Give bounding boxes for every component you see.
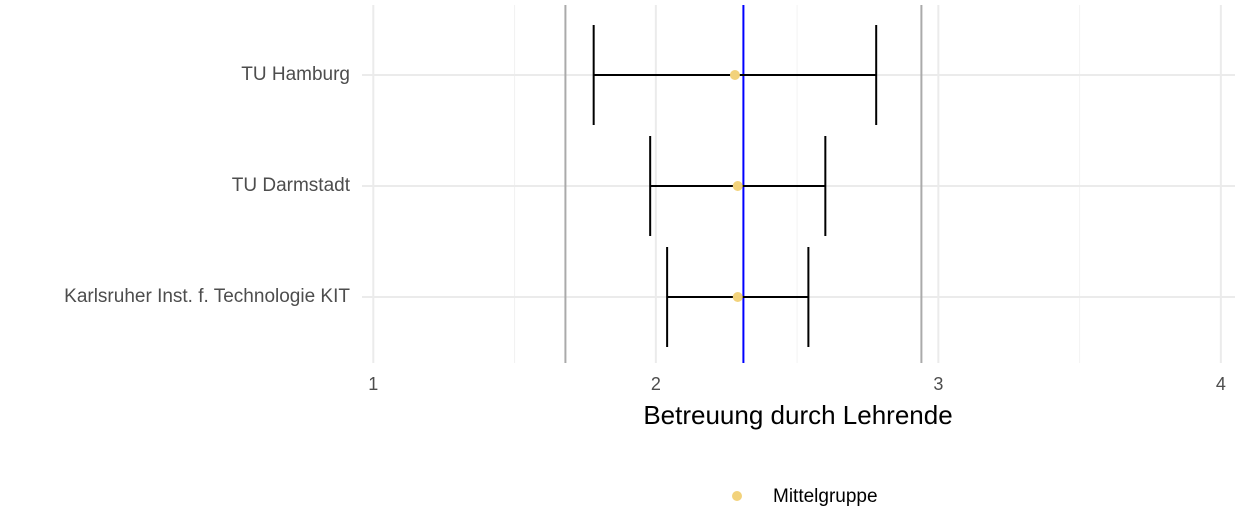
y-tick-label: TU Darmstadt bbox=[232, 175, 351, 196]
x-tick-label: 1 bbox=[368, 374, 378, 394]
legend-marker bbox=[732, 491, 742, 501]
y-tick-label: Karlsruher Inst. f. Technologie KIT bbox=[64, 286, 350, 307]
x-tick-label: 3 bbox=[933, 374, 943, 394]
y-tick-label: TU Hamburg bbox=[241, 64, 350, 85]
legend-label: Mittelgruppe bbox=[773, 486, 878, 507]
x-tick-label: 2 bbox=[651, 374, 661, 394]
x-tick-label: 4 bbox=[1216, 374, 1226, 394]
point bbox=[729, 70, 740, 80]
x-axis-title: Betreuung durch Lehrende bbox=[643, 400, 952, 430]
point bbox=[732, 292, 743, 302]
point bbox=[732, 181, 743, 191]
